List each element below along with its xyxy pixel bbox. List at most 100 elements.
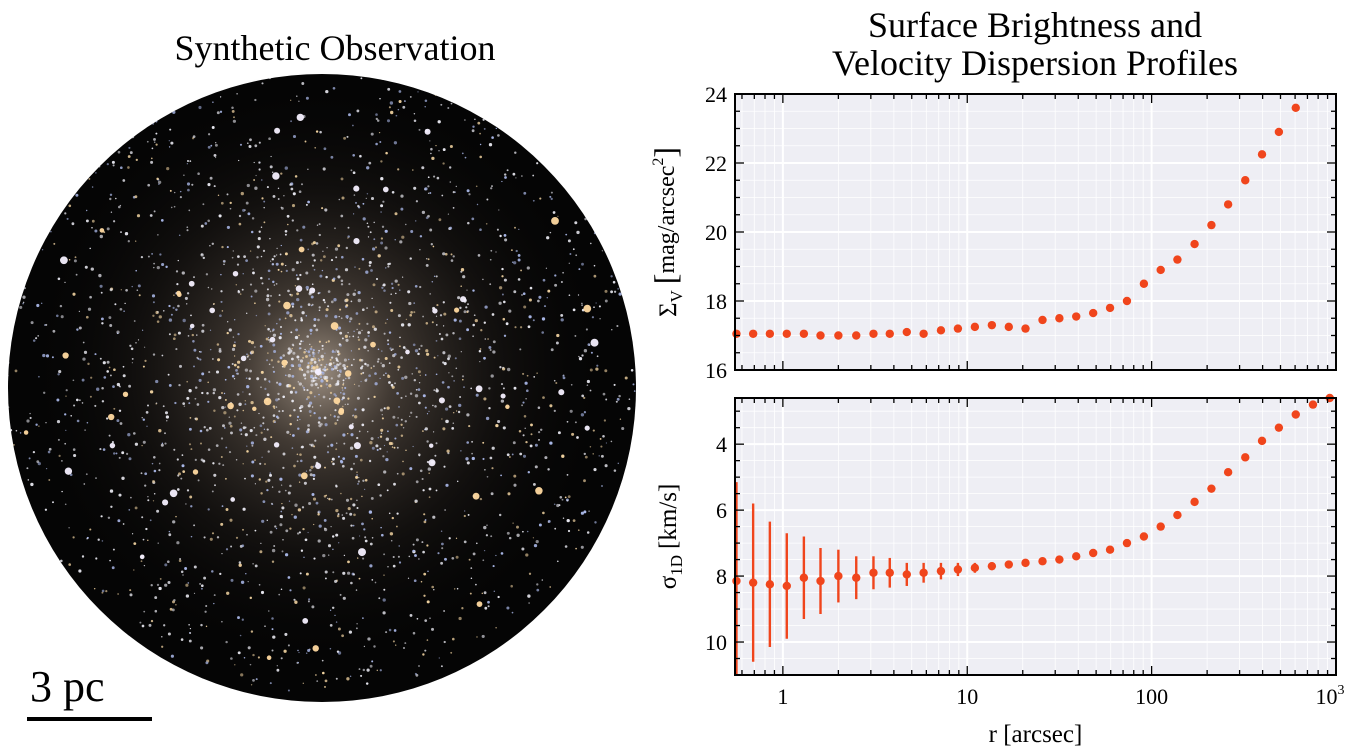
data-point — [1072, 552, 1081, 561]
profiles-title-line2: Velocity Dispersion Profiles — [832, 43, 1238, 83]
data-point — [1223, 467, 1233, 477]
y-axis-label: σ1D [km/s] — [655, 484, 686, 590]
data-point — [1274, 423, 1284, 432]
x-tick-label-exponent: 3 — [1338, 683, 1345, 698]
bracket-open: [ — [647, 274, 683, 285]
data-point — [1004, 322, 1013, 332]
data-point — [1088, 548, 1098, 558]
data-point — [1156, 522, 1165, 531]
data-point — [1105, 303, 1115, 313]
data-point — [987, 561, 997, 571]
y-axis-label-subscript: 1D — [667, 555, 686, 576]
data-point — [919, 329, 928, 338]
y-tick-label: 20 — [705, 220, 727, 245]
data-point — [1021, 324, 1030, 333]
data-point — [816, 331, 825, 340]
data-point — [1004, 560, 1013, 569]
y-tick-label: 22 — [705, 151, 727, 176]
data-point — [987, 320, 997, 330]
data-point — [970, 563, 980, 573]
data-point — [799, 329, 809, 338]
y-tick-label: 16 — [705, 358, 727, 383]
profiles-title-line1: Surface Brightness and — [868, 5, 1202, 45]
data-point — [1055, 314, 1064, 323]
data-point — [902, 570, 911, 579]
y-axis-label-symbol: σ — [655, 575, 682, 589]
data-point — [732, 576, 741, 586]
data-point — [1088, 308, 1098, 318]
data-point — [1021, 558, 1030, 568]
y-tick-label: 10 — [705, 630, 727, 655]
plot-area — [735, 398, 1336, 675]
y-axis-label-unit: [km/s] — [655, 484, 682, 549]
data-point — [1241, 176, 1250, 185]
data-point — [1173, 510, 1182, 520]
data-point — [1291, 410, 1300, 419]
data-point — [1038, 557, 1047, 566]
y-tick-label: 24 — [705, 82, 727, 107]
data-point — [953, 324, 963, 333]
data-point — [936, 566, 946, 576]
data-point — [1139, 279, 1149, 288]
data-point — [852, 573, 861, 582]
bracket-close: ] — [647, 147, 683, 158]
y-axis-label-symbol: Σ — [655, 302, 682, 317]
data-point — [1291, 103, 1300, 113]
data-point — [765, 329, 775, 338]
data-point — [1207, 220, 1216, 230]
y-tick-label: 8 — [716, 564, 727, 589]
data-point — [1156, 265, 1165, 275]
data-point — [970, 322, 980, 332]
data-point — [885, 329, 894, 338]
scalebar-line — [27, 717, 152, 721]
data-point — [1223, 200, 1233, 209]
scalebar-label: 3 pc — [30, 662, 105, 711]
data-point — [1122, 538, 1132, 548]
profiles-title: Surface Brightness and Velocity Dispersi… — [740, 6, 1330, 82]
data-point — [852, 331, 861, 340]
y-axis-label-superscript: 2 — [650, 158, 667, 166]
data-point — [834, 331, 843, 340]
data-point — [748, 329, 758, 338]
x-tick-label: 1 — [777, 684, 788, 709]
data-point — [1139, 532, 1149, 541]
y-axis-label-unit: mag/arcsec — [654, 166, 680, 274]
data-point — [869, 329, 878, 338]
data-point — [782, 581, 791, 591]
x-axis-label: r [arcsec] — [989, 721, 1083, 748]
x-tick-label: 100 — [1135, 684, 1168, 709]
y-tick-label: 18 — [705, 289, 727, 314]
data-point — [1190, 239, 1199, 249]
y-axis-label-subscript: V — [667, 289, 686, 302]
data-point — [953, 565, 963, 574]
velocity-dispersion-panel: 4 6 8 10 σ1D [km/s] — [655, 393, 1337, 676]
x-tick-label: 103 — [1316, 683, 1345, 709]
observation-title: Synthetic Observation — [174, 28, 496, 68]
plot-frame — [734, 397, 1337, 676]
data-point — [834, 571, 843, 581]
data-point — [1241, 453, 1250, 462]
data-point — [1207, 484, 1216, 493]
data-point — [1072, 312, 1081, 321]
data-point — [748, 578, 758, 587]
data-point — [1173, 255, 1182, 264]
y-tick-label: 6 — [716, 498, 727, 523]
y-axis-label: ΣV [mag/arcsec2] — [647, 147, 686, 317]
data-point — [1105, 545, 1115, 554]
data-point — [816, 576, 825, 586]
y-tick-label: 4 — [716, 432, 727, 457]
data-point — [919, 568, 928, 577]
data-point — [936, 326, 946, 335]
data-point — [1038, 315, 1047, 325]
x-tick-label-base: 10 — [1316, 684, 1338, 709]
data-point — [799, 573, 809, 582]
data-point — [1122, 296, 1132, 306]
data-point — [1308, 400, 1318, 409]
data-point — [1257, 150, 1267, 159]
data-point — [1190, 497, 1199, 507]
data-point — [765, 580, 775, 589]
data-point — [782, 329, 791, 338]
data-point — [869, 568, 878, 577]
